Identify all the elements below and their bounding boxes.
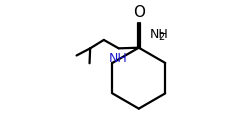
Text: NH: NH xyxy=(109,52,127,65)
Text: O: O xyxy=(133,5,145,20)
Text: NH: NH xyxy=(150,28,168,41)
Text: 2: 2 xyxy=(158,32,164,42)
